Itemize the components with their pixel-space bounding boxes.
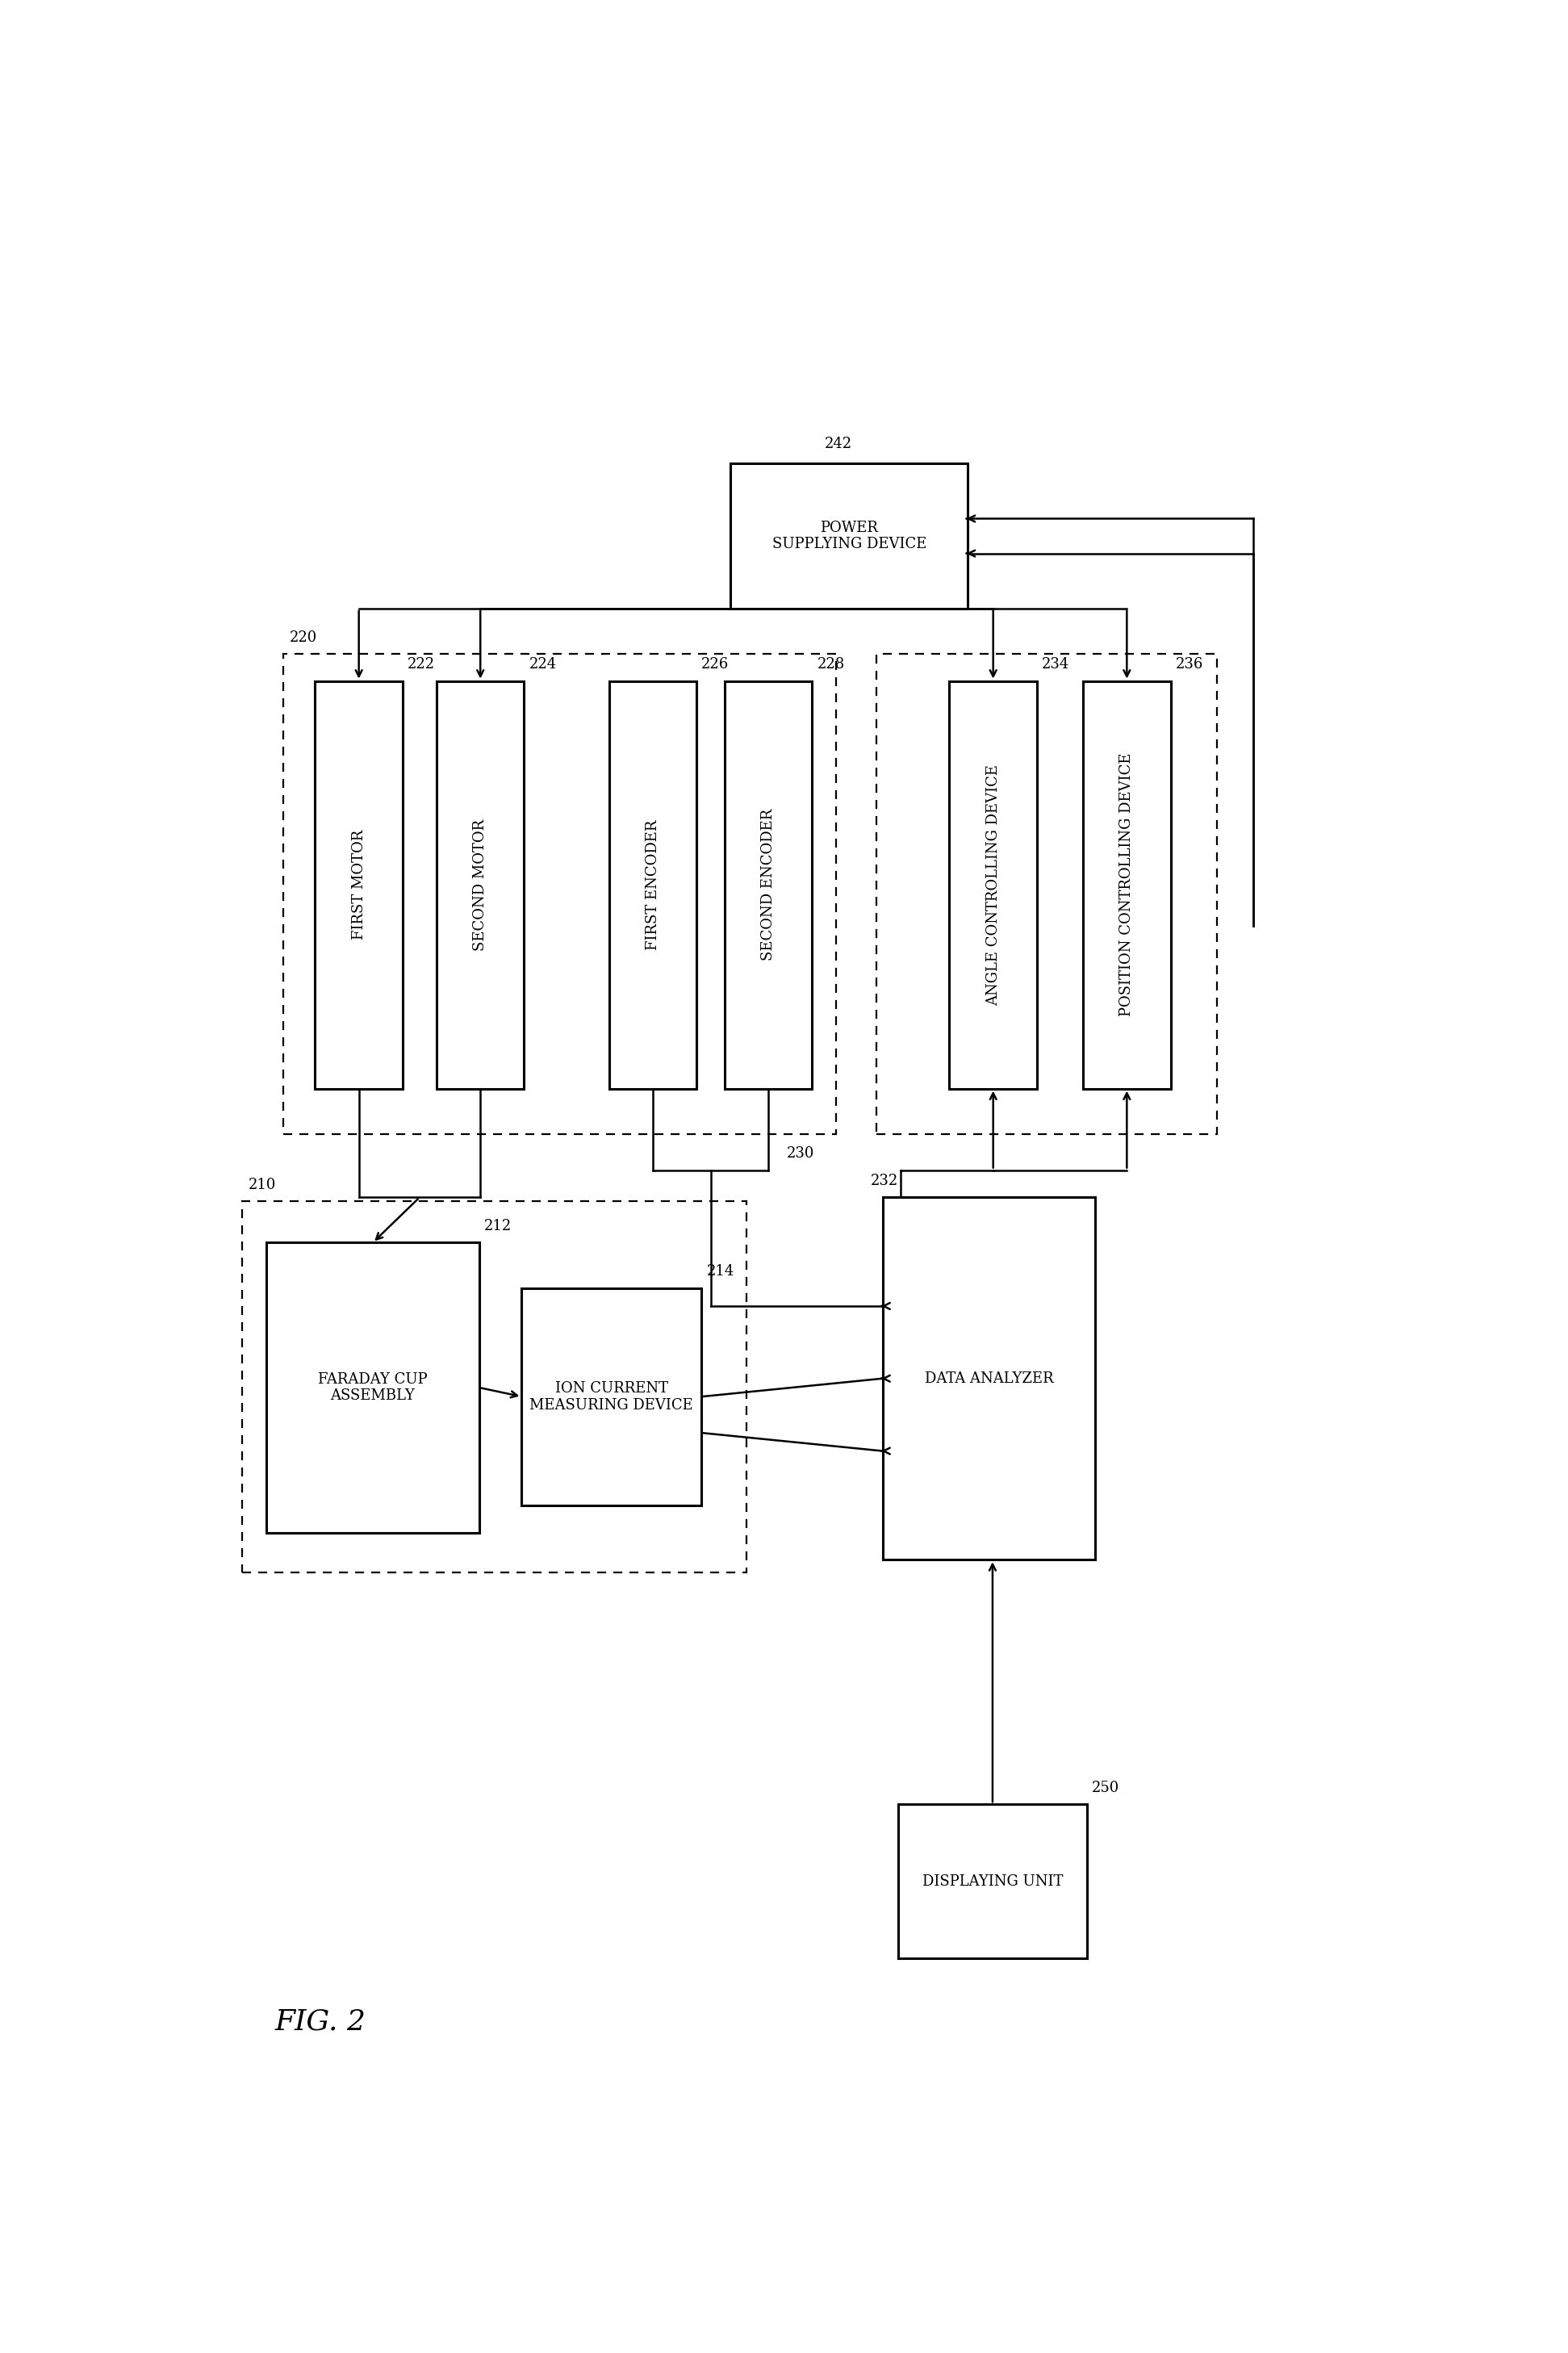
Text: 242: 242 <box>825 435 853 452</box>
Text: DISPLAYING UNIT: DISPLAYING UNIT <box>922 1873 1063 1889</box>
Text: 250: 250 <box>1091 1781 1120 1795</box>
Text: POWER
SUPPLYING DEVICE: POWER SUPPLYING DEVICE <box>771 520 927 551</box>
Text: 232: 232 <box>870 1174 898 1188</box>
Text: FIRST ENCODER: FIRST ENCODER <box>646 819 660 951</box>
Text: 214: 214 <box>707 1264 734 1280</box>
Bar <box>436 680 524 1089</box>
Bar <box>950 680 1036 1089</box>
Text: 222: 222 <box>408 656 434 673</box>
Text: 224: 224 <box>528 656 557 673</box>
Bar <box>522 1287 701 1506</box>
Bar <box>898 1805 1087 1958</box>
Text: 220: 220 <box>290 631 317 645</box>
Text: 234: 234 <box>1041 656 1069 673</box>
Text: SECOND MOTOR: SECOND MOTOR <box>474 819 488 951</box>
Text: POSITION CONTROLLING DEVICE: POSITION CONTROLLING DEVICE <box>1120 753 1134 1016</box>
Text: FIG. 2: FIG. 2 <box>274 2007 367 2035</box>
Text: DATA ANALYZER: DATA ANALYZER <box>925 1372 1054 1386</box>
Bar <box>267 1242 480 1532</box>
Bar <box>315 680 403 1089</box>
Text: 212: 212 <box>485 1219 511 1233</box>
Text: ION CURRENT
MEASURING DEVICE: ION CURRENT MEASURING DEVICE <box>530 1381 693 1412</box>
Bar <box>731 464 967 609</box>
Text: 236: 236 <box>1176 656 1203 673</box>
Bar <box>241 1200 746 1572</box>
Text: SECOND ENCODER: SECOND ENCODER <box>760 809 776 960</box>
Bar <box>610 680 696 1089</box>
Text: 226: 226 <box>701 656 729 673</box>
Bar <box>1083 680 1171 1089</box>
Text: FIRST MOTOR: FIRST MOTOR <box>351 831 365 939</box>
Bar <box>724 680 812 1089</box>
Bar <box>877 654 1217 1134</box>
Text: ANGLE CONTROLLING DEVICE: ANGLE CONTROLLING DEVICE <box>986 765 1000 1005</box>
Text: 210: 210 <box>248 1176 276 1193</box>
Bar <box>883 1198 1096 1560</box>
Text: 228: 228 <box>817 656 845 673</box>
Text: FARADAY CUP
ASSEMBLY: FARADAY CUP ASSEMBLY <box>318 1372 428 1402</box>
Bar <box>284 654 836 1134</box>
Text: 230: 230 <box>787 1146 814 1160</box>
